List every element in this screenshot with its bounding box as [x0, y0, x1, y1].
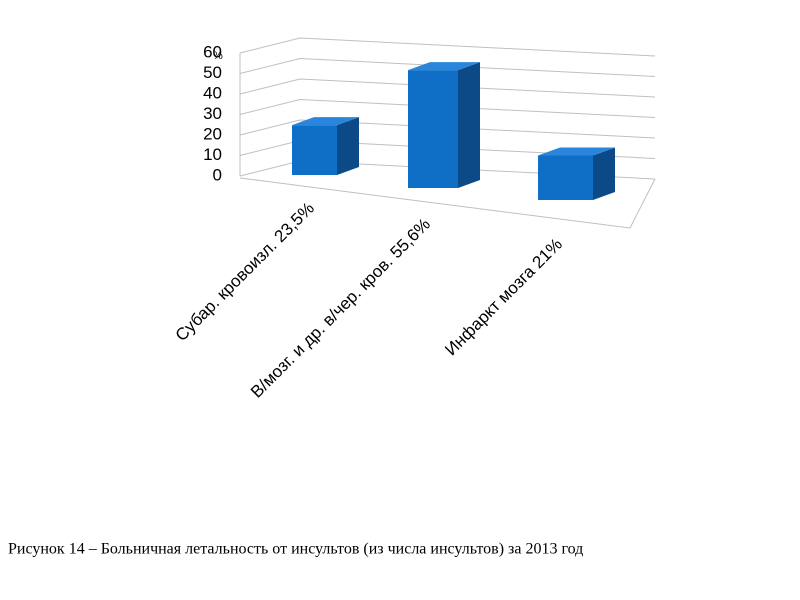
bar-side	[337, 117, 359, 175]
bar-top	[292, 117, 359, 126]
floor	[239, 177, 656, 229]
y-tick-label: 10	[203, 145, 222, 164]
bar-top	[408, 62, 480, 71]
grid-line	[239, 37, 656, 57]
y-tick-label: 20	[203, 124, 222, 143]
grid-line	[239, 57, 656, 77]
y-tick-label: 30	[203, 104, 222, 123]
x-tick-label: Инфаркт мозга 21%	[441, 235, 566, 360]
grid-line	[239, 119, 656, 139]
bar-side	[593, 147, 615, 200]
bar-top	[538, 147, 615, 156]
unit-label: %	[213, 50, 223, 62]
x-tick-label: Субар. кровоизл. 23,5%	[172, 199, 318, 345]
grid-line	[239, 78, 656, 98]
y-tick-label: 0	[213, 165, 222, 184]
y-tick-label: 50	[203, 63, 222, 82]
bar-side	[458, 62, 480, 188]
y-tick-label: 60	[203, 42, 222, 61]
bar	[538, 155, 593, 200]
caption: Рисунок 14 – Больничная летальность от и…	[8, 541, 583, 558]
y-tick-label: 40	[203, 83, 222, 102]
bar	[408, 70, 458, 188]
bar	[292, 125, 337, 175]
grid-line	[239, 98, 656, 118]
